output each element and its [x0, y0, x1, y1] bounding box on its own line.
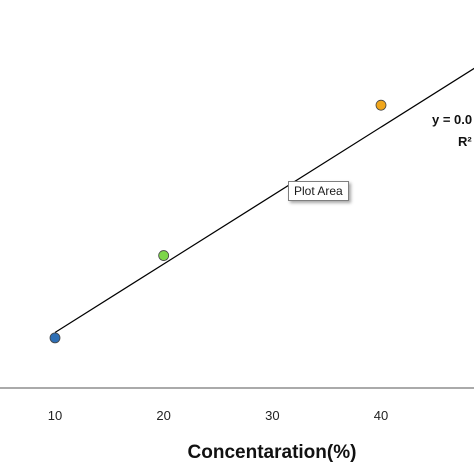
x-axis-title: Concentaration(%)	[188, 442, 357, 463]
plot-area-tooltip: Plot Area	[288, 181, 349, 201]
trendline	[54, 67, 474, 334]
x-tick-label: 10	[48, 408, 62, 423]
x-tick-label: 40	[374, 408, 388, 423]
data-point[interactable]	[158, 250, 170, 261]
data-point[interactable]	[375, 99, 387, 111]
x-tick-labels: 10 20 30 40	[48, 408, 388, 423]
data-points	[49, 99, 387, 344]
data-point[interactable]	[49, 332, 61, 344]
x-tick-label: 30	[265, 408, 279, 423]
equation-line-2: R²	[458, 134, 472, 149]
x-tick-label: 20	[156, 408, 170, 423]
equation-line-1: y = 0.0	[432, 112, 472, 127]
